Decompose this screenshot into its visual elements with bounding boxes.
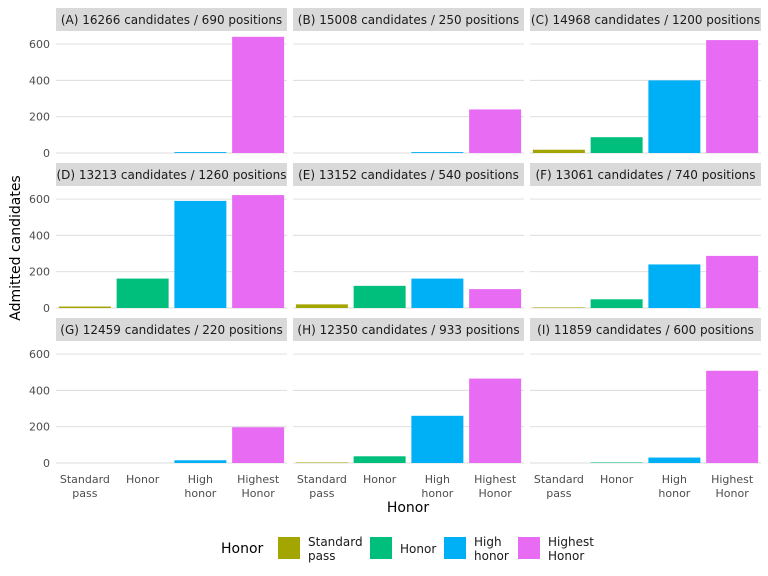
panel-a: (A) 16266 candidates / 690 positions <box>56 8 287 154</box>
panel-c: (C) 14968 candidates / 1200 positions <box>530 8 761 154</box>
legend-key <box>518 537 540 559</box>
bar-3 <box>174 460 227 463</box>
panel-g: (G) 12459 candidates / 220 positions <box>56 318 287 464</box>
y-axis-title: Admitted candidates <box>8 175 24 320</box>
panel-strip <box>56 163 287 186</box>
legend-label: Honor <box>400 542 436 556</box>
y-tick-label: 400 <box>29 74 50 87</box>
legend-title: Honor <box>221 541 264 557</box>
bar-2 <box>353 285 406 308</box>
y-tick-label: 0 <box>43 302 50 315</box>
bar-3 <box>648 264 701 308</box>
panel-title: (I) 11859 candidates / 600 positions <box>537 323 754 337</box>
panel-title: (E) 13152 candidates / 540 positions <box>298 168 519 182</box>
bar-3 <box>648 457 701 463</box>
panel-title: (A) 16266 candidates / 690 positions <box>61 13 282 27</box>
legend-label: High honor <box>474 535 509 563</box>
legend-label: Standard pass <box>308 535 363 563</box>
panel-f: (F) 13061 candidates / 740 positions <box>530 163 761 309</box>
x-tick-label: Honor <box>600 473 634 486</box>
panel-b: (B) 15008 candidates / 250 positions <box>293 8 524 154</box>
y-tick-label: 200 <box>29 266 50 279</box>
panel-title: (G) 12459 candidates / 220 positions <box>60 323 282 337</box>
panel-strip <box>530 8 761 31</box>
bar-4 <box>469 109 522 153</box>
bar-4 <box>469 289 522 308</box>
x-tick-label: Standard pass <box>534 473 584 500</box>
x-tick-label: Highest Honor <box>474 473 517 500</box>
y-tick-label: 600 <box>29 348 50 361</box>
x-tick-label: Highest Honor <box>711 473 754 500</box>
legend: Honor Standard pass Honor High honor Highest Ho… <box>221 535 594 563</box>
y-tick-label: 600 <box>29 193 50 206</box>
panel-title: (C) 14968 candidates / 1200 positions <box>531 13 760 27</box>
bar-2 <box>590 462 643 463</box>
y-tick-label: 0 <box>43 457 50 470</box>
bar-1 <box>295 462 348 463</box>
x-tick-label: Honor <box>363 473 397 486</box>
bar-4 <box>706 255 759 308</box>
panel-strip <box>530 163 761 186</box>
bar-4 <box>706 40 759 153</box>
panel-strip <box>56 8 287 31</box>
x-tick-label: High honor <box>184 473 216 500</box>
bar-4 <box>232 427 285 463</box>
bar-4 <box>469 378 522 463</box>
bar-4 <box>706 370 759 463</box>
panel-strip <box>293 318 524 341</box>
legend-label: Highest Honor <box>548 535 594 563</box>
y-tick-label: 200 <box>29 111 50 124</box>
panel-d: (D) 13213 candidates / 1260 positions <box>56 163 287 309</box>
panel-strip <box>293 163 524 186</box>
panel-i: (I) 11859 candidates / 600 positions <box>530 318 761 464</box>
bar-3 <box>174 152 227 153</box>
bar-4 <box>232 195 285 308</box>
y-tick-label: 400 <box>29 229 50 242</box>
panel-title: (D) 13213 candidates / 1260 positions <box>56 168 286 182</box>
bar-2 <box>590 137 643 153</box>
x-tick-label: Standard pass <box>60 473 110 500</box>
bar-3 <box>411 415 464 463</box>
x-tick-label: Highest Honor <box>237 473 280 500</box>
panel-h: (H) 12350 candidates / 933 positions <box>293 318 524 464</box>
x-tick-label: Standard pass <box>297 473 347 500</box>
x-tick-label: High honor <box>658 473 690 500</box>
legend-key <box>278 537 300 559</box>
y-tick-label: 0 <box>43 147 50 160</box>
y-tick-label: 600 <box>29 38 50 51</box>
bar-3 <box>648 80 701 153</box>
panel-strip <box>530 318 761 341</box>
panel-title: (F) 13061 candidates / 740 positions <box>535 168 755 182</box>
panel-strip <box>293 8 524 31</box>
panel-strip <box>56 318 287 341</box>
bar-2 <box>353 456 406 463</box>
bar-2 <box>116 278 169 308</box>
x-tick-label: Honor <box>126 473 160 486</box>
bar-3 <box>411 278 464 308</box>
panel-title: (B) 15008 candidates / 250 positions <box>298 13 519 27</box>
x-axis-title: Honor <box>387 500 430 516</box>
panel-title: (H) 12350 candidates / 933 positions <box>297 323 519 337</box>
panel-e: (E) 13152 candidates / 540 positions <box>293 163 524 309</box>
x-tick-label: High honor <box>421 473 453 500</box>
legend-key <box>370 537 392 559</box>
bar-3 <box>174 200 227 308</box>
bar-4 <box>232 36 285 153</box>
bar-1 <box>295 304 348 308</box>
y-tick-label: 200 <box>29 421 50 434</box>
bar-2 <box>590 299 643 308</box>
y-tick-label: 400 <box>29 384 50 397</box>
bar-1 <box>532 149 585 153</box>
legend-key <box>444 537 466 559</box>
bar-1 <box>532 307 585 308</box>
bar-1 <box>58 306 111 308</box>
bar-3 <box>411 152 464 153</box>
